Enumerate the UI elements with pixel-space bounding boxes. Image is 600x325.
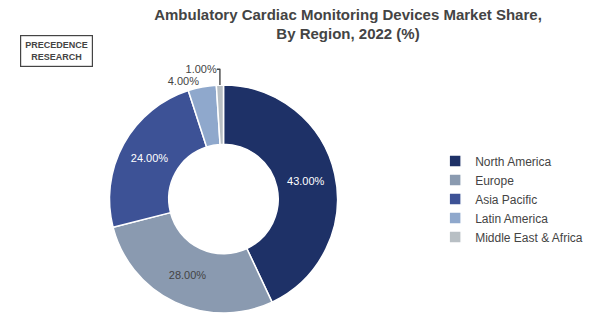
svg-text:Asia Pacific: Asia Pacific bbox=[475, 193, 537, 207]
svg-text:24.00%: 24.00% bbox=[131, 152, 169, 164]
svg-text:Latin America: Latin America bbox=[475, 212, 548, 226]
svg-text:1.00%: 1.00% bbox=[186, 63, 217, 75]
svg-text:28.00%: 28.00% bbox=[169, 269, 207, 281]
svg-text:43.00%: 43.00% bbox=[287, 175, 325, 187]
svg-text:4.00%: 4.00% bbox=[168, 75, 199, 87]
svg-text:North America: North America bbox=[475, 155, 551, 169]
svg-text:PRECEDENCERESEARCH: PRECEDENCERESEARCH bbox=[25, 40, 88, 62]
svg-text:Ambulatory Cardiac Monitoring: Ambulatory Cardiac Monitoring Devices Ma… bbox=[154, 6, 542, 43]
svg-text:Europe: Europe bbox=[475, 174, 514, 188]
svg-text:Middle East & Africa: Middle East & Africa bbox=[475, 231, 583, 245]
